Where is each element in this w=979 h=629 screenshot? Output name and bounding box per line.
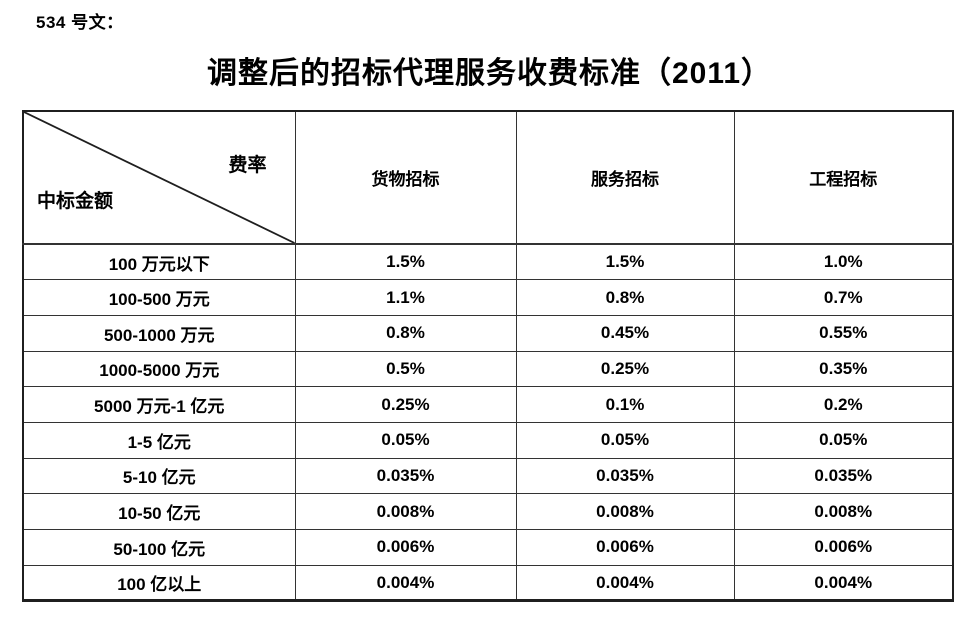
row-label: 500-1000 万元 <box>22 314 296 352</box>
page-title: 调整后的招标代理服务收费标准（2011） <box>206 57 773 90</box>
rate-cell: 0.05% <box>515 421 735 459</box>
table-row: 500-1000 万元 0.8% 0.45% 0.55% <box>22 314 954 352</box>
rate-cell: 0.004% <box>515 564 735 602</box>
rate-cell: 0.8% <box>515 279 735 316</box>
rate-cell: 0.05% <box>294 421 517 459</box>
rate-cell: 0.1% <box>515 386 735 423</box>
table-header-row: 费率 中标金额 货物招标 服务招标 工程招标 <box>22 110 954 245</box>
rate-cell: 0.004% <box>294 564 517 602</box>
row-label: 10-50 亿元 <box>22 493 296 530</box>
column-header-goods-bidding: 货物招标 <box>294 110 517 245</box>
table-row: 10-50 亿元 0.008% 0.008% 0.008% <box>22 493 954 530</box>
table-row: 100-500 万元 1.1% 0.8% 0.7% <box>22 279 954 316</box>
rate-cell: 0.8% <box>294 314 517 352</box>
table-row: 1000-5000 万元 0.5% 0.25% 0.35% <box>22 350 954 388</box>
table-row: 1-5 亿元 0.05% 0.05% 0.05% <box>22 421 954 459</box>
table-row: 100 亿以上 0.004% 0.004% 0.004% <box>22 564 954 602</box>
corner-cell: 费率 中标金额 <box>22 110 296 245</box>
row-label: 5000 万元-1 亿元 <box>22 386 296 423</box>
rate-cell: 1.1% <box>294 279 517 316</box>
table-row: 5-10 亿元 0.035% 0.035% 0.035% <box>22 457 954 495</box>
rate-cell: 0.25% <box>515 350 735 388</box>
rate-cell: 0.008% <box>294 493 517 530</box>
row-label: 5-10 亿元 <box>22 457 296 495</box>
rate-cell: 1.0% <box>733 243 954 281</box>
column-header-engineering-bidding: 工程招标 <box>733 110 954 245</box>
table-row: 100 万元以下 1.5% 1.5% 1.0% <box>22 243 954 281</box>
rate-cell: 0.25% <box>294 386 517 423</box>
rate-cell: 0.004% <box>733 564 954 602</box>
rate-cell: 0.7% <box>733 279 954 316</box>
rate-cell: 0.006% <box>294 529 517 566</box>
row-label: 100 亿以上 <box>22 564 296 602</box>
corner-label-bid-amount: 中标金额 <box>37 191 114 212</box>
doc-number: 534 号文： <box>36 13 124 32</box>
rate-cell: 1.5% <box>515 243 735 281</box>
rate-cell: 0.008% <box>733 493 954 530</box>
rate-cell: 0.035% <box>515 457 735 495</box>
row-label: 1000-5000 万元 <box>22 350 296 388</box>
rate-cell: 0.45% <box>515 314 735 352</box>
corner-label-rate: 费率 <box>228 155 267 176</box>
rate-cell: 0.035% <box>294 457 517 495</box>
row-label: 50-100 亿元 <box>22 529 296 566</box>
rate-cell: 0.006% <box>515 529 735 566</box>
table-row: 5000 万元-1 亿元 0.25% 0.1% 0.2% <box>22 386 954 423</box>
rate-cell: 0.05% <box>733 421 954 459</box>
column-header-service-bidding: 服务招标 <box>515 110 735 245</box>
rate-cell: 0.35% <box>733 350 954 388</box>
row-label: 1-5 亿元 <box>22 421 296 459</box>
rate-cell: 0.55% <box>733 314 954 352</box>
rate-cell: 0.035% <box>733 457 954 495</box>
diagonal-divider-line <box>24 112 295 243</box>
row-label: 100-500 万元 <box>22 279 296 316</box>
rate-cell: 1.5% <box>294 243 517 281</box>
table-row: 50-100 亿元 0.006% 0.006% 0.006% <box>22 529 954 566</box>
rate-cell: 0.006% <box>733 529 954 566</box>
fee-rate-table: 费率 中标金额 货物招标 服务招标 工程招标 100 万元以下 1.5% 1.5… <box>22 110 954 603</box>
rate-cell: 0.5% <box>294 350 517 388</box>
row-label: 100 万元以下 <box>22 243 296 281</box>
rate-cell: 0.2% <box>733 386 954 423</box>
rate-cell: 0.008% <box>515 493 735 530</box>
